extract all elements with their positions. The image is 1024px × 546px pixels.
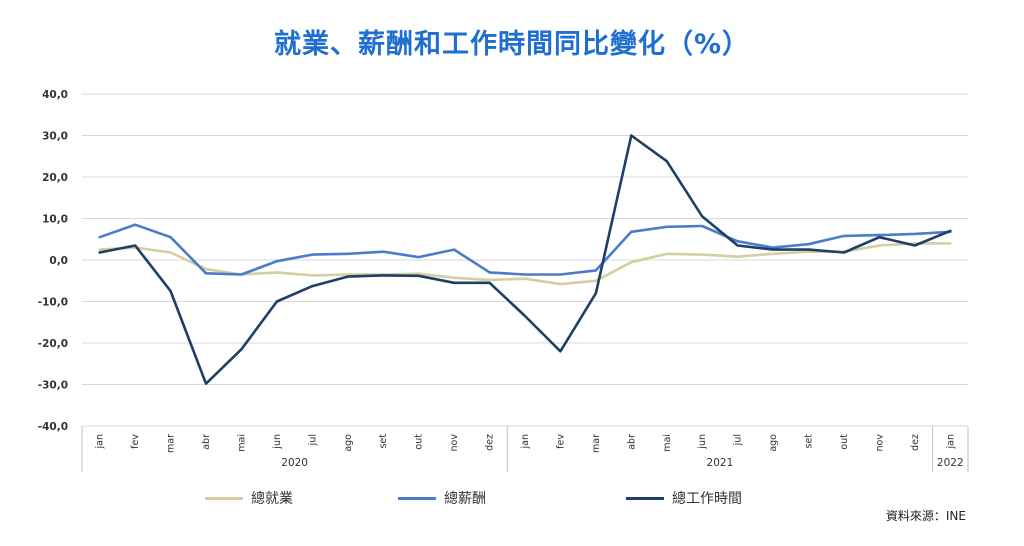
legend-item-compensation: 總薪酬 [398,488,486,508]
x-tick-label: jul [733,434,744,446]
x-tick-label: fev [130,434,141,449]
x-tick-label: out [839,434,850,450]
y-tick-label: 20,0 [42,172,68,184]
x-tick-label: set [378,434,389,449]
x-tick-label: jun [697,434,708,450]
x-tick-label: mai [662,434,673,452]
x-tick-label: jun [272,434,283,450]
y-tick-label: -30,0 [38,380,68,392]
legend-item-working-hours: 總工作時間 [626,488,742,508]
legend-label-compensation: 總薪酬 [444,491,486,507]
y-tick-label: -20,0 [38,338,68,350]
x-tick-label: mai [236,434,247,452]
legend-swatch-employment [205,496,243,500]
y-tick-label: -10,0 [38,297,68,309]
y-tick-label: 40,0 [42,89,68,101]
y-tick-label: 10,0 [42,214,68,226]
source-note: 資料來源：INE [885,509,966,523]
series-lines [98,134,952,386]
y-tick-label: -40,0 [38,421,68,433]
x-axis: jan fev mar abr mai jun jul ago set out nov dez jan f… [81,426,969,472]
x-tick-label: ago [343,434,354,452]
x-tick-label: fev [555,434,566,449]
x-tick-label: dez [910,434,921,451]
legend-item-employment: 總就業 [205,488,293,508]
y-axis-tick-labels: 40,0 30,0 20,0 10,0 0,0 -10,0 -20,0 -30,0 -40,0 [38,89,68,433]
grid-lines [82,93,968,427]
y-tick-label: 30,0 [42,131,68,143]
x-year-label: 2021 [707,457,734,469]
series-line-working-hours [98,134,952,386]
x-tick-label: out [414,434,425,450]
legend-label-working-hours: 總工作時間 [672,491,742,507]
legend-swatch-working-hours [626,496,664,500]
x-tick-label: abr [201,434,212,450]
x-tick-label: jan [945,434,956,449]
x-tick-label: nov [874,434,885,452]
legend-swatch-compensation [398,496,436,500]
x-year-label: 2020 [281,457,308,469]
x-year-label: 2022 [937,457,964,469]
x-tick-label: jan [520,434,531,449]
x-tick-label: mar [591,434,602,453]
x-tick-label: jan [95,434,106,449]
chart-title: 就業、薪酬和工作時間同比變化（%） [273,29,751,60]
x-tick-label: ago [768,434,779,452]
legend-label-employment: 總就業 [251,491,293,507]
x-tick-label: abr [626,434,637,450]
series-line-compensation [98,223,952,276]
x-tick-label: mar [166,434,177,453]
x-tick-label: jul [307,434,318,446]
x-tick-label: nov [449,434,460,452]
y-tick-label: 0,0 [49,255,68,267]
x-tick-label: set [804,434,815,449]
x-tick-label: dez [485,434,496,451]
